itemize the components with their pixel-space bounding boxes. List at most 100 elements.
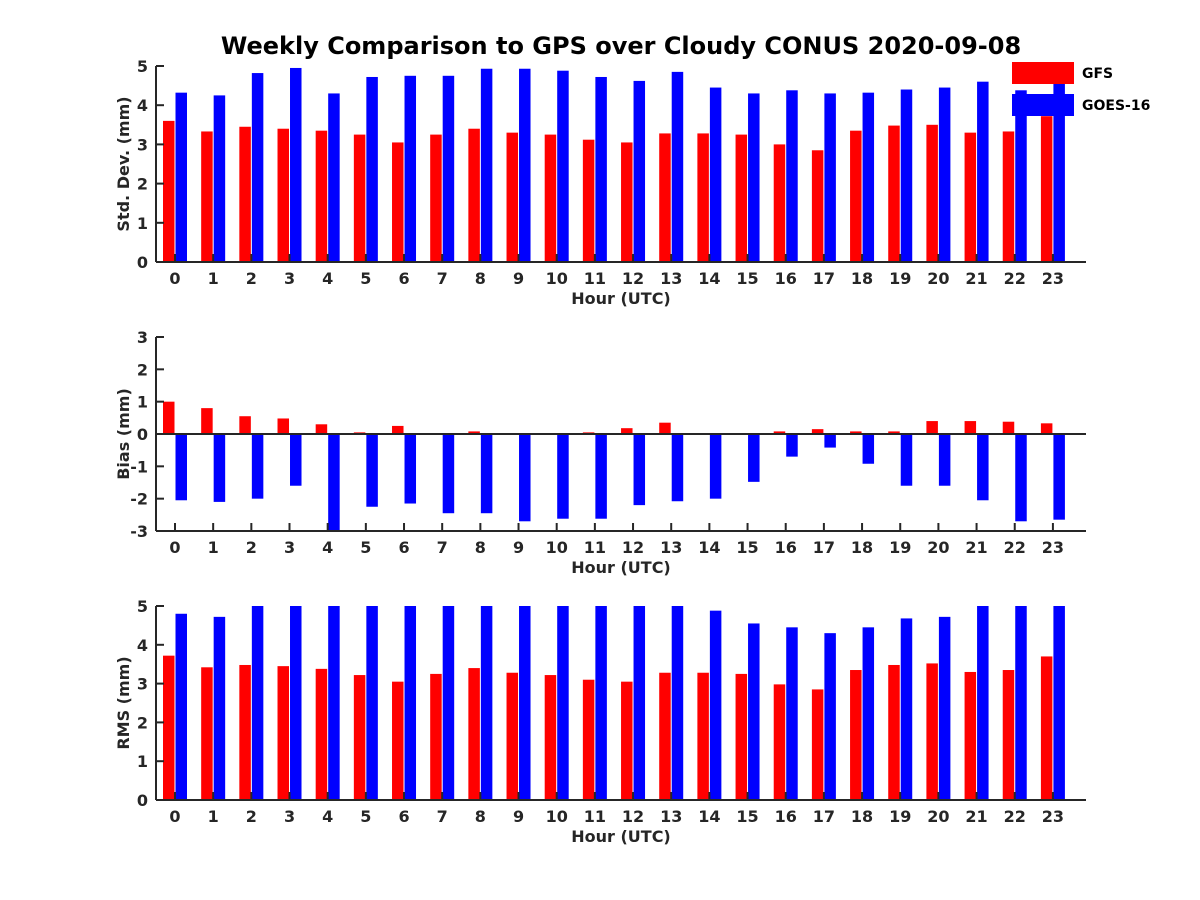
x-tick-label: 1: [208, 269, 219, 288]
bar-gfs-hour-17: [811, 429, 824, 434]
x-tick-label: 8: [475, 269, 486, 288]
bar-gfs-hour-11: [582, 679, 595, 800]
bar-goes16-hour-18: [862, 92, 875, 262]
x-tick-label: 15: [736, 538, 758, 557]
y-tick-label: 0: [137, 425, 148, 444]
x-tick-label: 19: [889, 807, 911, 826]
x-tick-label: 17: [813, 538, 835, 557]
x-tick-label: 0: [169, 269, 180, 288]
bar-gfs-hour-21: [964, 421, 977, 434]
bar-goes16-hour-19: [900, 89, 913, 263]
legend: GFS GOES-16: [1012, 62, 1150, 116]
x-tick-label: 14: [698, 538, 720, 557]
legend-swatch-goes16: [1012, 94, 1074, 116]
bar-goes16-hour-9: [519, 606, 531, 800]
x-tick-label: 11: [584, 538, 606, 557]
x-tick-label: 22: [1004, 538, 1026, 557]
bar-gfs-hour-20: [926, 421, 938, 434]
bar-gfs-hour-18: [850, 670, 862, 800]
x-tick-label: 14: [698, 269, 720, 288]
bar-gfs-hour-23: [1040, 656, 1053, 800]
x-tick-label: 18: [851, 538, 873, 557]
x-tick-label: 20: [927, 538, 949, 557]
bar-gfs-hour-2: [239, 664, 251, 800]
y-tick-label: 2: [137, 175, 148, 194]
x-tick-label: 3: [284, 807, 295, 826]
bar-goes16-hour-11: [595, 434, 607, 519]
bar-gfs-hour-10: [544, 134, 557, 262]
bar-goes16-hour-11: [595, 76, 607, 262]
x-tick-label: 1: [208, 807, 219, 826]
bar-gfs-hour-9: [506, 672, 519, 800]
x-tick-label: 14: [698, 807, 720, 826]
x-tick-label: 4: [322, 538, 333, 557]
bar-goes16-hour-15: [748, 434, 760, 482]
bar-goes16-hour-16: [786, 90, 798, 262]
bar-goes16-hour-8: [480, 434, 493, 514]
bar-gfs-hour-0: [163, 401, 175, 434]
y-axis-label: Bias (mm): [114, 388, 133, 480]
bar-gfs-hour-22: [1002, 131, 1015, 262]
bar-gfs-hour-16: [773, 431, 786, 434]
x-tick-label: 2: [246, 807, 257, 826]
x-axis-label: Hour (UTC): [571, 289, 671, 308]
bar-goes16-hour-1: [213, 95, 226, 263]
y-tick-label: 1: [137, 752, 148, 771]
bar-gfs-hour-22: [1002, 670, 1015, 800]
bar-goes16-hour-21: [977, 606, 989, 800]
x-tick-label: 8: [475, 807, 486, 826]
bar-goes16-hour-21: [977, 434, 989, 501]
y-axis-label: Std. Dev. (mm): [114, 96, 133, 231]
bar-goes16-hour-12: [633, 434, 646, 506]
y-tick-label: 5: [137, 57, 148, 76]
bar-goes16-hour-12: [633, 80, 646, 263]
bar-goes16-hour-0: [175, 92, 187, 262]
bar-gfs-hour-17: [811, 689, 824, 800]
y-tick-label: 4: [137, 636, 148, 655]
bar-gfs-hour-2: [239, 416, 251, 434]
x-tick-label: 18: [851, 807, 873, 826]
bar-goes16-hour-21: [977, 81, 989, 263]
y-tick-label: -3: [130, 522, 148, 541]
bar-gfs-hour-7: [430, 673, 442, 800]
x-tick-label: 21: [965, 807, 987, 826]
bar-gfs-hour-4: [315, 130, 328, 262]
bar-gfs-hour-12: [621, 681, 633, 800]
bar-goes16-hour-4: [328, 606, 340, 800]
x-tick-label: 13: [660, 269, 682, 288]
bar-gfs-hour-20: [926, 663, 938, 800]
bar-gfs-hour-19: [888, 125, 900, 262]
bar-goes16-hour-22: [1015, 434, 1027, 522]
bar-gfs-hour-1: [201, 408, 213, 434]
x-axis-label: Hour (UTC): [571, 558, 671, 577]
x-tick-label: 6: [398, 538, 409, 557]
bar-gfs-hour-0: [163, 655, 175, 800]
bar-gfs-hour-8: [468, 668, 480, 800]
x-tick-label: 7: [437, 538, 448, 557]
x-tick-label: 12: [622, 269, 644, 288]
bar-gfs-hour-22: [1002, 421, 1015, 434]
x-tick-label: 15: [736, 807, 758, 826]
bar-goes16-hour-3: [290, 67, 302, 263]
bar-goes16-hour-2: [251, 606, 264, 800]
x-tick-label: 10: [546, 538, 568, 557]
y-tick-label: 5: [137, 597, 148, 616]
bar-gfs-hour-23: [1040, 116, 1053, 263]
bar-goes16-hour-23: [1053, 434, 1065, 520]
bar-goes16-hour-23: [1053, 606, 1065, 800]
bar-goes16-hour-6: [404, 606, 417, 800]
y-tick-label: 3: [137, 135, 148, 154]
bar-gfs-hour-4: [315, 424, 328, 434]
bar-goes16-hour-8: [480, 606, 493, 800]
bar-goes16-hour-9: [519, 68, 531, 263]
x-tick-label: 6: [398, 807, 409, 826]
bar-goes16-hour-13: [671, 606, 684, 800]
bar-gfs-hour-3: [277, 666, 290, 800]
bar-gfs-hour-17: [811, 150, 824, 262]
bar-gfs-hour-7: [430, 134, 442, 262]
bar-goes16-hour-9: [519, 434, 531, 522]
x-tick-label: 22: [1004, 269, 1026, 288]
